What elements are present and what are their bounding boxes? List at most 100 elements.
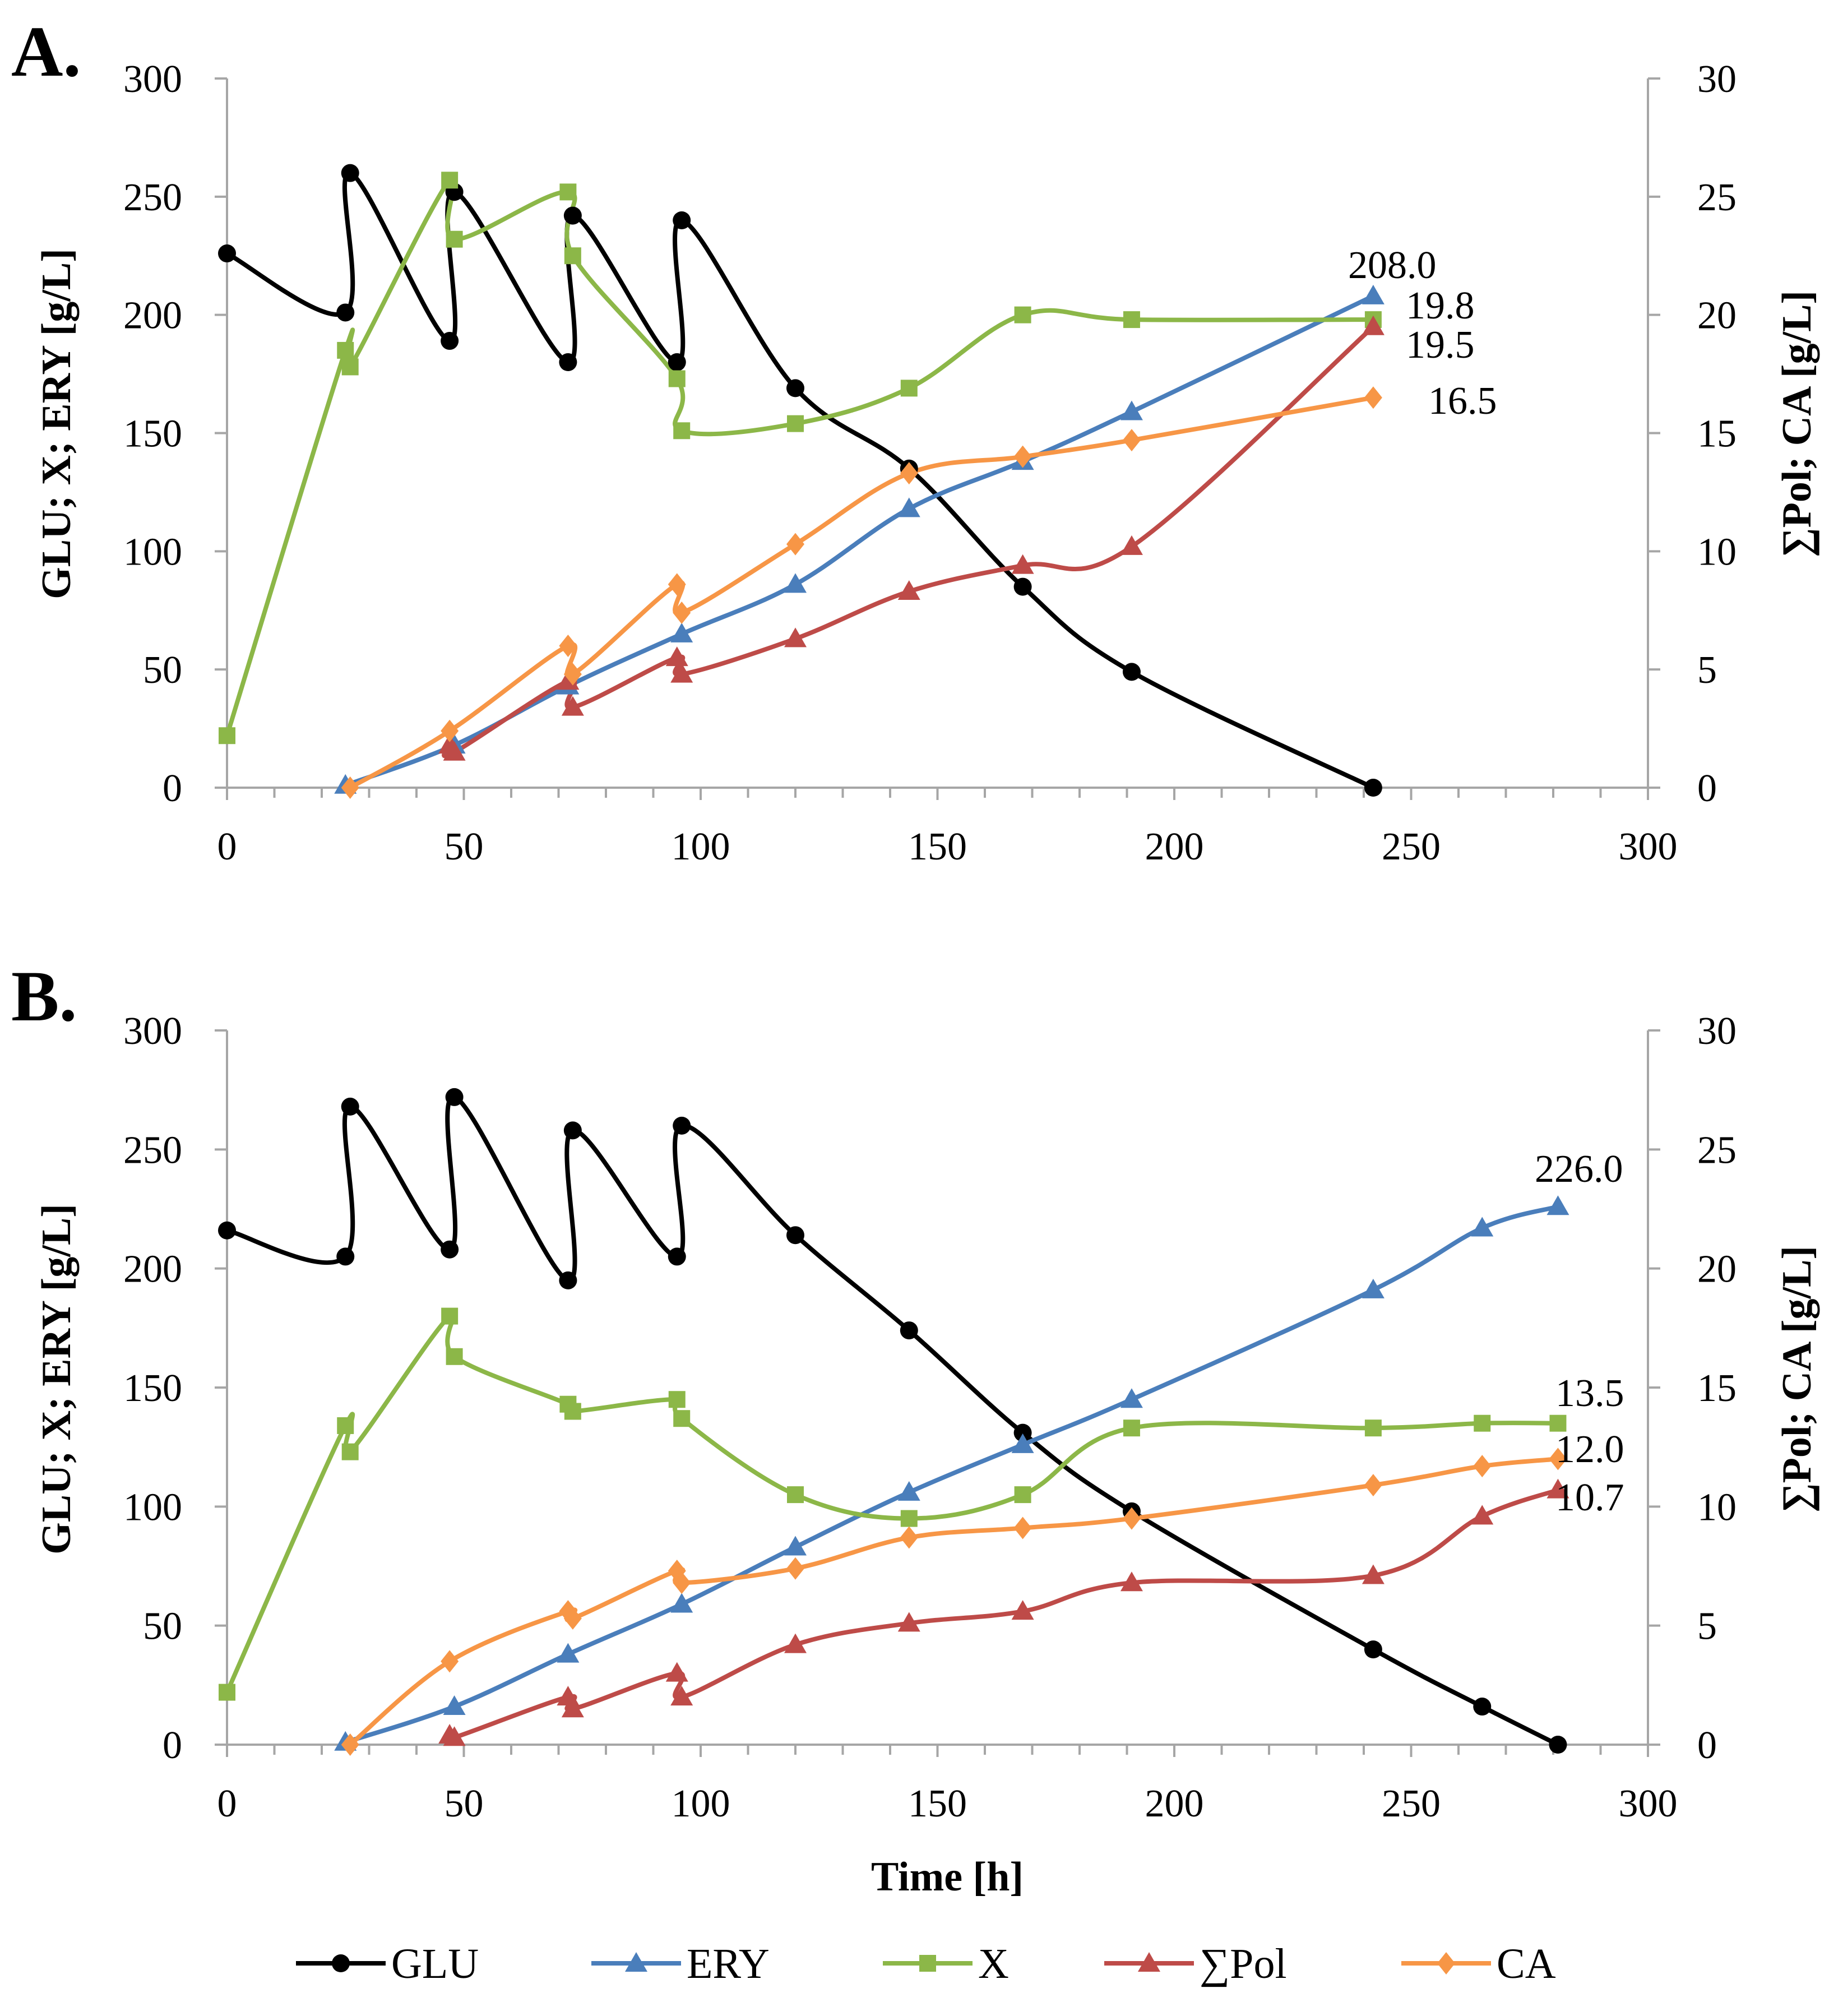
data-point-pol (897, 580, 920, 600)
end-label-ery: 208.0 (1348, 244, 1437, 287)
legend-item-x: X (883, 1940, 1009, 1987)
x-tick-label: 50 (444, 1782, 484, 1825)
data-point-pol (1120, 1571, 1143, 1592)
data-point-ca (559, 635, 577, 657)
data-point-x (1364, 1419, 1382, 1437)
data-point-glu (1013, 577, 1032, 596)
data-point-pol (561, 1698, 584, 1718)
data-point-ery (1546, 1195, 1569, 1215)
y2-tick-label: 0 (1697, 767, 1717, 810)
x-tick-label: 200 (1145, 1782, 1204, 1825)
end-label-x: 19.8 (1406, 284, 1475, 327)
legend-marker-ca (1437, 1952, 1455, 1975)
data-point-glu (1013, 1423, 1032, 1442)
data-point-x (337, 341, 354, 359)
data-point-ca (1013, 445, 1032, 468)
data-point-x (787, 1486, 804, 1504)
data-point-glu (341, 164, 359, 182)
y2-tick-label: 10 (1697, 1486, 1737, 1529)
data-point-ery (784, 573, 807, 593)
data-point-pol (1362, 1564, 1385, 1584)
data-point-x (787, 415, 804, 432)
data-point-x (219, 1684, 235, 1701)
data-point-ery (1120, 1388, 1143, 1408)
data-point-glu (441, 332, 459, 350)
data-point-ca (341, 776, 359, 799)
data-point-ery (557, 1643, 580, 1663)
y-tick-label: 200 (123, 1248, 182, 1291)
legend-marker-glu (332, 1954, 350, 1972)
data-point-glu (559, 1271, 577, 1289)
series-line-ca (348, 1456, 1561, 1747)
data-point-pol (443, 1726, 466, 1746)
end-label-x: 13.5 (1555, 1372, 1624, 1415)
data-point-ery (1471, 1217, 1494, 1237)
data-point-x (564, 247, 581, 265)
x-tick-label: 300 (1619, 825, 1678, 868)
data-point-ca (1122, 1507, 1141, 1530)
data-point-ca (673, 1571, 691, 1594)
data-point-pol (1471, 1505, 1494, 1525)
data-point-glu (218, 1221, 236, 1240)
data-point-glu (673, 211, 691, 229)
series-line-ery (343, 293, 1376, 788)
data-point-ca (441, 1650, 459, 1673)
y-tick-label: 250 (123, 176, 182, 219)
data-point-x (559, 183, 577, 201)
data-point-ery (897, 497, 920, 517)
data-point-glu (1364, 1640, 1382, 1659)
data-point-x (1123, 1419, 1140, 1437)
y-tick-label: 0 (163, 1724, 182, 1767)
data-point-glu (1549, 1736, 1567, 1754)
legend-item-ery: ERY (591, 1940, 770, 1987)
data-point-ca (1549, 1448, 1567, 1471)
data-point-x (673, 1410, 691, 1427)
data-point-x (900, 1510, 918, 1527)
data-point-ca (1013, 1516, 1032, 1539)
x-tick-label: 250 (1382, 825, 1441, 868)
data-point-ca (1364, 1474, 1382, 1497)
y2-tick-label: 0 (1697, 1724, 1717, 1767)
data-point-x (446, 1348, 463, 1365)
data-point-x (337, 1417, 354, 1434)
data-point-x (219, 727, 235, 745)
data-point-ca (563, 1607, 582, 1630)
legend-label: GLU (391, 1940, 479, 1987)
data-point-ca (900, 462, 918, 485)
data-point-ery (1011, 1433, 1034, 1453)
data-point-glu (341, 1097, 359, 1116)
data-point-x (668, 1391, 686, 1408)
x-tick-label: 250 (1382, 1782, 1441, 1825)
data-point-ery (784, 1536, 807, 1556)
data-point-ca (1122, 429, 1141, 452)
data-point-pol (1546, 1478, 1569, 1499)
y-axis-title: GLU; X; ERY [g/L] (34, 248, 80, 599)
x-tick-label: 100 (672, 1782, 730, 1825)
data-point-x (1014, 306, 1031, 323)
data-point-pol (1011, 554, 1034, 574)
x-tick-label: 300 (1619, 1782, 1678, 1825)
panel-a: A. GLU; X; ERY [g/L] ∑Pol; CA [g/L] 0 050… (11, 12, 1820, 868)
data-point-ca (673, 601, 691, 624)
panel-label: B. (11, 956, 77, 1036)
data-point-ery (670, 622, 693, 642)
x-tick-label: 0 (217, 1782, 237, 1825)
x-axis-title: Time [h] (871, 1854, 1024, 1900)
data-point-ca (1364, 386, 1382, 409)
data-point-glu (673, 1116, 691, 1135)
data-point-ca (563, 663, 582, 686)
legend-label: CA (1497, 1940, 1556, 1987)
data-point-pol (670, 1686, 693, 1706)
legend-item-ca: CA (1401, 1940, 1556, 1987)
data-point-ca (341, 1733, 359, 1756)
data-point-pol (1011, 1600, 1034, 1620)
y2-tick-label: 15 (1697, 413, 1737, 456)
data-point-pol (784, 1633, 807, 1653)
data-point-x (668, 370, 686, 387)
data-point-pol (665, 646, 688, 667)
data-point-x (673, 422, 691, 440)
data-point-pol (561, 696, 584, 716)
series-line-glu (225, 1094, 1561, 1747)
y-tick-label: 150 (123, 413, 182, 456)
